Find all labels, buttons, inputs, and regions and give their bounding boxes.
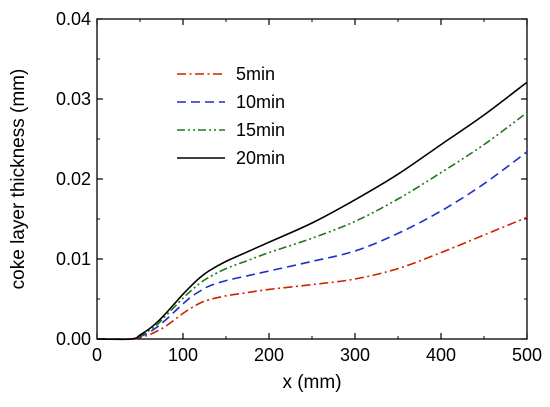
y-tick-label: 0.01: [56, 249, 91, 269]
y-tick-label: 0.03: [56, 89, 91, 109]
legend-label-20min: 20min: [236, 148, 285, 168]
series-line-10min: [96, 151, 528, 340]
x-tick-label: 0: [92, 345, 102, 365]
y-tick-label: 0.04: [56, 9, 91, 29]
x-tick-label: 300: [340, 345, 370, 365]
legend-label-10min: 10min: [236, 92, 285, 112]
x-tick-label: 400: [426, 345, 456, 365]
y-axis-title: coke layer thickness (mm): [8, 69, 29, 290]
legend-label-15min: 15min: [236, 120, 285, 140]
y-tick-label: 0.00: [56, 329, 91, 349]
axis-ticks: 0 100 200 300 400 500 0.00 0.01 0.02 0.03 0.04: [56, 9, 542, 365]
series-line-5min: [96, 216, 528, 340]
x-tick-label: 100: [168, 345, 198, 365]
legend: 5min 10min 15min 20min: [177, 64, 285, 168]
series-line-15min: [96, 111, 528, 341]
x-tick-label: 200: [254, 345, 284, 365]
series-line-20min: [96, 81, 528, 341]
y-tick-label: 0.02: [56, 169, 91, 189]
legend-label-5min: 5min: [236, 64, 275, 84]
x-axis-title: x (mm): [282, 372, 341, 393]
series-layer: [96, 81, 528, 341]
x-tick-label: 500: [512, 345, 542, 365]
plot-frame: [96, 18, 528, 340]
